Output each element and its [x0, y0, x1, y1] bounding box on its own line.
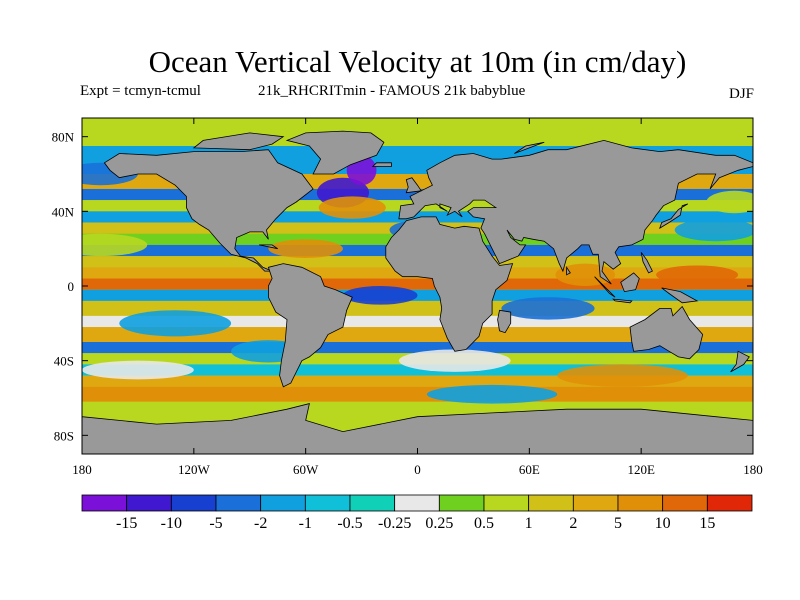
landmass [659, 203, 689, 230]
colorbar-label: -15 [116, 515, 137, 532]
colorbar-label: -0.5 [337, 515, 362, 532]
longitude-ticks: 180 120W 60W 0 60E 120E 180 [72, 118, 763, 477]
latitude-ticks: 80N 40N 0 40S 80S [52, 130, 753, 443]
colorbar-swatch [81, 494, 128, 512]
colorbar-swatch [572, 494, 619, 512]
lat-tick-label: 80N [52, 130, 75, 145]
landmass [497, 309, 512, 334]
lon-tick-label: 120W [178, 462, 211, 477]
landmass [566, 265, 571, 276]
landmass [285, 130, 385, 175]
experiment-label: Expt = tcmyn-tcmul [80, 83, 201, 99]
colorbar-swatch [617, 494, 664, 512]
landmass [730, 350, 750, 373]
landmass [259, 244, 278, 250]
colorbar-swatch [483, 494, 530, 512]
run-label: 21k_RHCRITmin - FAMOUS 21k babyblue [258, 83, 526, 99]
colorbar-label: 2 [569, 515, 577, 532]
landmass [620, 272, 640, 293]
colorbar-label: -0.25 [378, 515, 411, 532]
colorbar-label: -10 [161, 515, 182, 532]
colorbar-label: 0.25 [425, 515, 453, 532]
lon-tick-label: 60W [293, 462, 319, 477]
colorbar [81, 494, 753, 512]
colorbar-swatch [215, 494, 262, 512]
lon-tick-label: 120E [627, 462, 655, 477]
landmass [82, 403, 753, 454]
lon-tick-label: 180 [72, 462, 92, 477]
landmass [612, 298, 633, 304]
landmass [629, 305, 704, 360]
colorbar-swatch [260, 494, 306, 512]
season-label: DJF [728, 86, 754, 102]
colorbar-swatch [438, 494, 485, 512]
landmass [594, 276, 616, 298]
landmass [640, 252, 653, 274]
colorbar-label: -1 [299, 515, 312, 532]
plot-title: Ocean Vertical Velocity at 10m (in cm/da… [148, 44, 687, 79]
colorbar-label: -2 [254, 515, 267, 532]
landmass [103, 149, 314, 272]
landmass [661, 287, 699, 304]
colorbar-label: 1 [525, 515, 533, 532]
colorbar-label: 0.5 [474, 515, 494, 532]
colorbar-swatch [304, 494, 351, 512]
lon-tick-label: 60E [519, 462, 540, 477]
colorbar-swatch [706, 494, 753, 512]
colorbar-swatch [528, 494, 574, 512]
colorbar-label: 10 [655, 515, 671, 532]
lat-tick-label: 0 [68, 279, 75, 294]
lon-tick-label: 180 [743, 462, 763, 477]
land-masses [82, 130, 753, 454]
colorbar-swatch [126, 494, 172, 512]
colorbar-labels: -15 -10 -5 -2 -1 -0.5 -0.25 0.25 0.5 1 2 5 10 15 [116, 515, 715, 532]
landmass [405, 177, 422, 194]
colorbar-swatch [170, 494, 217, 512]
colorbar-swatch [349, 494, 396, 512]
landmass [192, 132, 285, 151]
colorbar-swatch [662, 494, 708, 512]
lat-tick-label: 40N [52, 204, 75, 219]
landmass [385, 216, 514, 352]
lat-tick-label: 40S [54, 354, 74, 369]
lat-tick-label: 80S [54, 428, 74, 443]
landmass [514, 141, 545, 154]
landmass [371, 162, 392, 167]
colorbar-swatch [394, 494, 440, 512]
landmass [267, 263, 353, 388]
landmass [398, 139, 753, 285]
colorbar-label: 15 [699, 515, 715, 532]
colorbar-label: -5 [209, 515, 222, 532]
lon-tick-label: 0 [414, 462, 421, 477]
colorbar-label: 5 [614, 515, 622, 532]
